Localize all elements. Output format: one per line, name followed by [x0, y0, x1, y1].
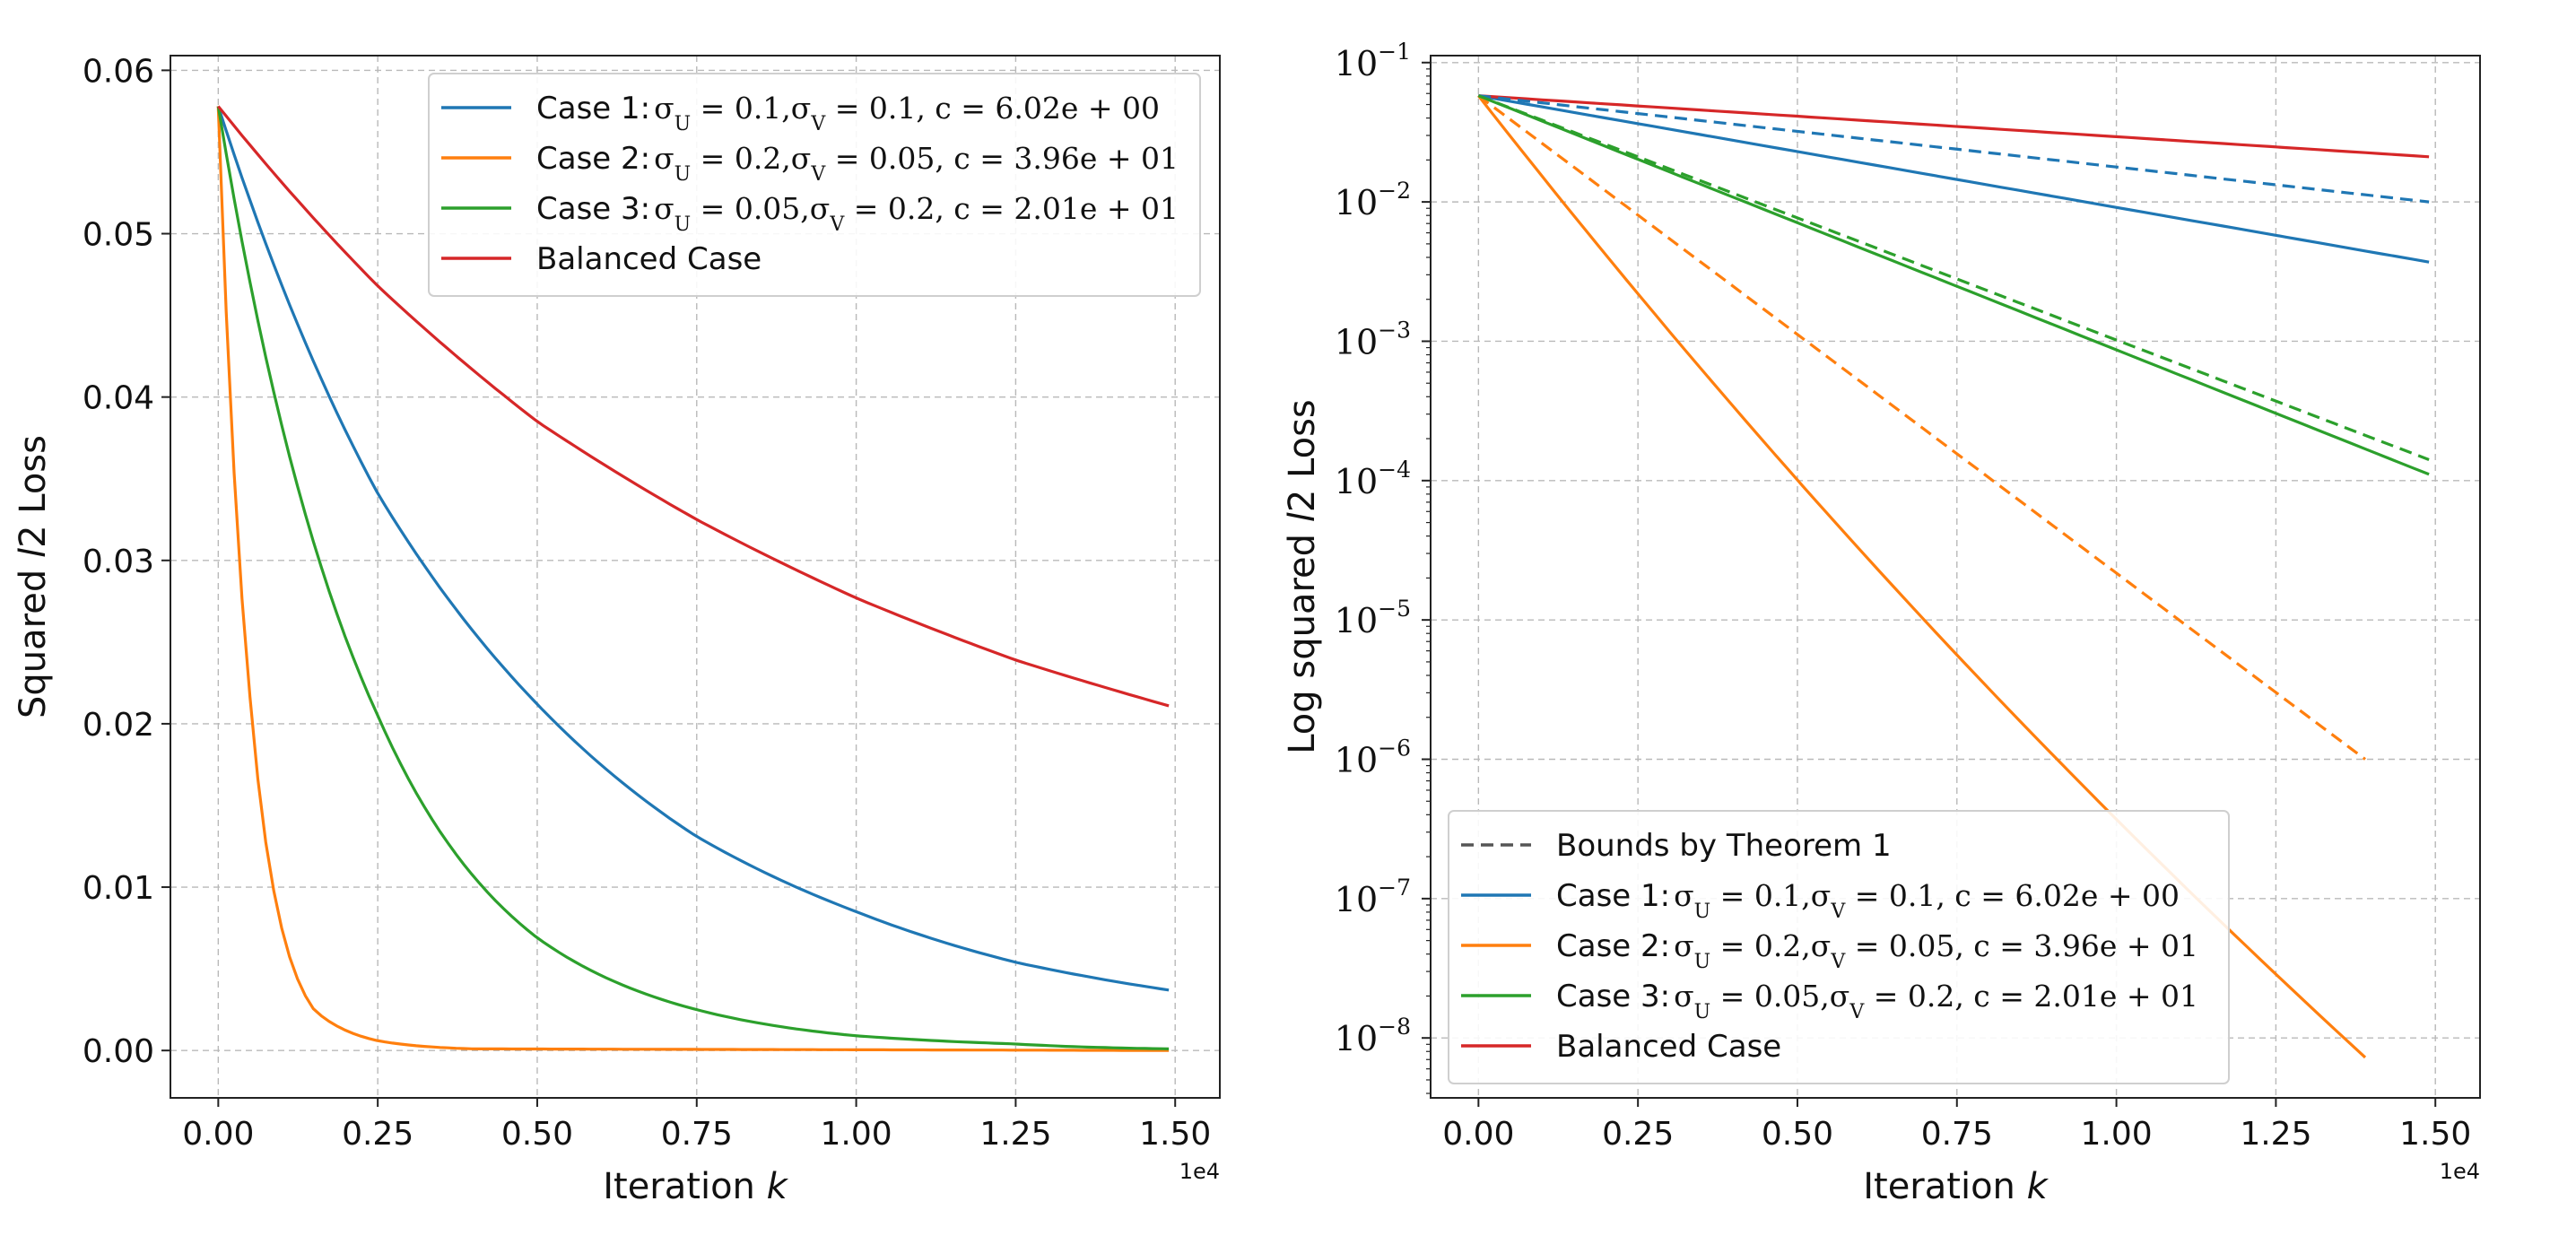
series-line-balanced-case — [217, 105, 1170, 708]
series-line-case-1 — [1478, 94, 2430, 264]
series-line-case-1 — [216, 106, 1170, 992]
left-chart-panel: 0.00 0.25 0.50 0.75 1.00 1.25 1.50 1e4 Iteration… — [13, 53, 1221, 1207]
legend-math: σU = 0.05,σV = 0.2, c = 2.01e + 01 — [1674, 979, 2198, 1023]
y-tick-label: 10−4 — [1335, 457, 1411, 501]
right-chart-panel: 0.00 0.25 0.50 0.75 1.00 1.25 1.50 1e4 Iteration… — [1282, 39, 2481, 1207]
x-tick-label: 1.50 — [2399, 1116, 2471, 1153]
series-line-case-3 — [216, 106, 1170, 1050]
x-axis-label: Iteration k — [603, 1166, 788, 1207]
series-line-case-3 — [1477, 94, 2430, 476]
legend-box — [1448, 810, 2230, 1084]
y-tick-label: 0.00 — [83, 1033, 154, 1070]
legend-label: Bounds by Theorem 1 — [1556, 828, 1892, 864]
legend-math: σU = 0.1,σV = 0.1, c = 6.02e + 00 — [1674, 878, 2180, 923]
y-tick-label: 10−5 — [1335, 596, 1411, 640]
legend-math: σU = 0.05,σV = 0.2, c = 2.01e + 01 — [654, 191, 1179, 236]
series-line-case-2 — [216, 106, 1170, 1052]
y-tick-label: 0.01 — [83, 870, 154, 907]
x-tick-label: 1.50 — [1139, 1116, 1211, 1153]
y-tick-label: 10−3 — [1335, 317, 1411, 361]
x-tick-label: 1.00 — [2081, 1116, 2153, 1153]
series-line-case-1-bound — [1478, 94, 2430, 204]
x-tick-label: 1.25 — [2240, 1116, 2311, 1153]
x-tick-label: 0.50 — [1762, 1116, 1833, 1153]
x-axis-multiplier: 1e4 — [2440, 1159, 2480, 1184]
legend-label: Case 1: — [536, 91, 650, 126]
axes-frame — [170, 55, 1221, 1099]
series-line-balanced-case — [1478, 94, 2430, 159]
y-tick-label: 0.03 — [83, 544, 154, 580]
series-lines — [216, 105, 1170, 1052]
legend-label: Case 1: — [1556, 878, 1670, 914]
y-tick-label: 10−8 — [1335, 1014, 1411, 1058]
x-tick-label: 0.75 — [661, 1116, 733, 1153]
legend-label: Balanced Case — [1556, 1029, 1781, 1065]
y-tick-label: 0.06 — [83, 53, 154, 90]
series-lines — [1477, 94, 2430, 1059]
y-tick-label: 10−2 — [1335, 178, 1411, 222]
x-tick-label: 0.00 — [1442, 1116, 1514, 1153]
legend-box — [428, 73, 1201, 297]
legend-math: σU = 0.1,σV = 0.1, c = 6.02e + 00 — [654, 91, 1160, 135]
series-line-case-2-bound — [1477, 94, 2366, 761]
x-tick-label: 0.25 — [342, 1116, 413, 1153]
x-tick-label: 0.00 — [182, 1116, 254, 1153]
x-tick-label: 1.25 — [979, 1116, 1051, 1153]
y-axis-label: Log squared l2 Loss — [1282, 399, 1323, 754]
axes-frame — [1430, 55, 2481, 1099]
y-tick-label: 10−6 — [1335, 736, 1411, 780]
x-axis-multiplier: 1e4 — [1179, 1159, 1220, 1184]
y-tick-label: 0.02 — [83, 707, 154, 744]
legend-math: σU = 0.2,σV = 0.05, c = 3.96e + 01 — [654, 141, 1179, 186]
legend-label: Balanced Case — [536, 241, 761, 277]
x-tick-label: 0.25 — [1602, 1116, 1674, 1153]
series-line-case-3-bound — [1477, 94, 2430, 461]
legend: Case 1: σU = 0.1,σV = 0.1, c = 6.02e + 0… — [428, 73, 1201, 297]
x-axis-label: Iteration k — [1863, 1166, 2049, 1207]
x-tick-label: 0.75 — [1921, 1116, 1993, 1153]
legend: Bounds by Theorem 1 Case 1: σU = 0.1,σV =… — [1448, 810, 2230, 1084]
legend-label: Case 2: — [1556, 928, 1670, 964]
legend-label: Case 3: — [1556, 979, 1670, 1014]
y-tick-label: 10−1 — [1335, 39, 1411, 83]
y-tick-label: 0.04 — [83, 380, 154, 417]
x-tick-label: 1.00 — [821, 1116, 892, 1153]
legend-label: Case 2: — [536, 141, 650, 177]
y-axis-label: Squared l2 Loss — [13, 435, 54, 718]
legend-math: σU = 0.2,σV = 0.05, c = 3.96e + 01 — [1674, 928, 2198, 973]
y-tick-label: 10−7 — [1335, 875, 1411, 919]
y-tick-label: 0.05 — [83, 217, 154, 254]
legend-label: Case 3: — [536, 191, 650, 227]
x-tick-label: 0.50 — [501, 1116, 573, 1153]
